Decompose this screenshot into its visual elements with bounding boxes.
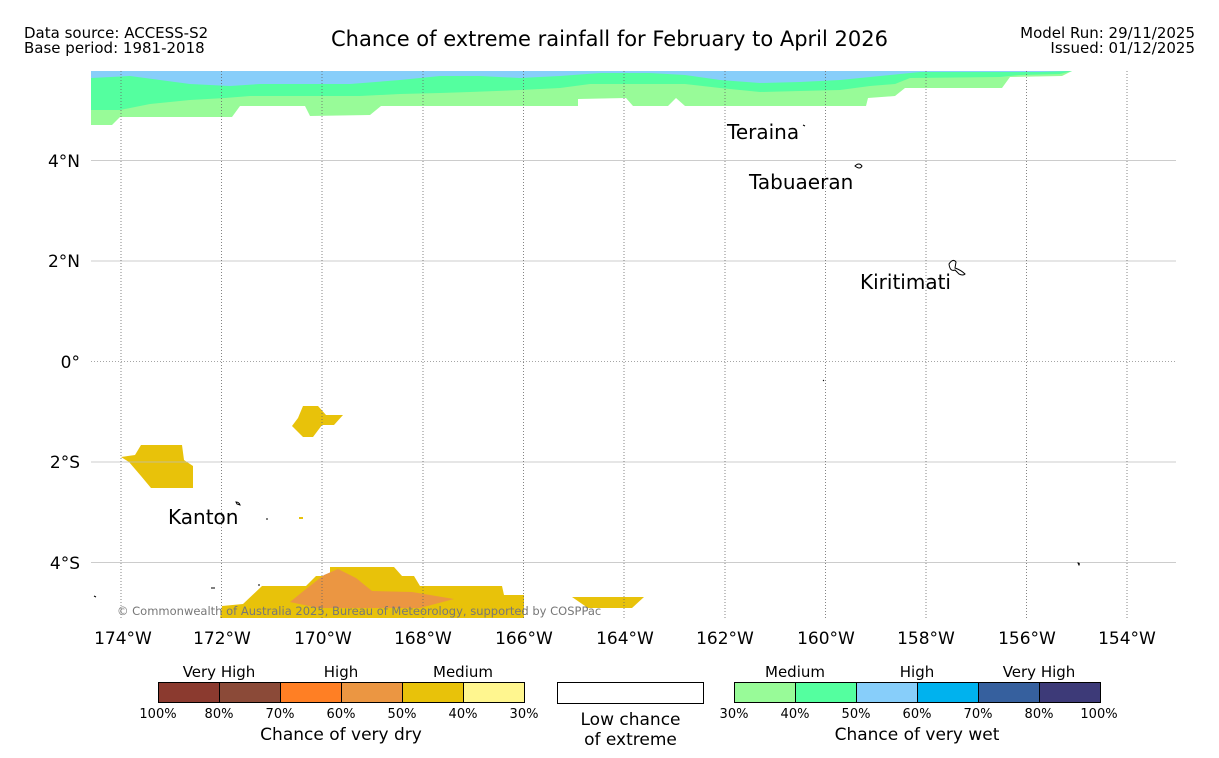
island-dot (1077, 562, 1080, 567)
wet-category-very-high: Very High (1002, 663, 1076, 681)
place-label-tabuaeran: Tabuaeran (748, 170, 853, 194)
dry-swatch (463, 682, 525, 703)
wet-tick: 70% (963, 707, 993, 722)
dry-medium-patch (292, 406, 343, 437)
wet-tick: 60% (902, 707, 932, 722)
dry-tick: 80% (204, 707, 234, 722)
page-title: Chance of extreme rainfall for February … (331, 27, 888, 51)
place-label-teraina: Teraina (726, 120, 799, 144)
place-label-kanton: Kanton (168, 505, 238, 529)
lon-gridlines (120, 71, 1128, 618)
dry-tick: 50% (387, 707, 417, 722)
dry-medium-patch (299, 517, 303, 519)
lat-label: 2°N (48, 252, 80, 272)
lon-label: 156°W (998, 629, 1056, 649)
map-area (91, 71, 1072, 618)
lon-label: 154°W (1098, 629, 1156, 649)
tabuaeran-island (854, 163, 863, 169)
dry-tick: 100% (139, 707, 177, 722)
wet-swatch (1039, 682, 1101, 703)
base-period-label: Base period: 1981-2018 (24, 39, 205, 57)
lat-label: 2°S (50, 453, 80, 473)
lat-label: 0° (61, 353, 80, 373)
wet-caption: Chance of very wet (834, 725, 1000, 745)
wet-tick: 30% (719, 707, 749, 722)
dry-swatch (158, 682, 220, 703)
island-outlines (93, 124, 1080, 598)
model-run-label: Model Run: 29/11/2025 (1020, 24, 1195, 42)
lon-label: 166°W (495, 629, 553, 649)
place-label-kiritimati: Kiritimati (860, 270, 951, 294)
wet-category-high: High (899, 663, 935, 681)
wet-swatch (978, 682, 1040, 703)
issued-label: Issued: 01/12/2025 (1050, 39, 1195, 57)
lon-label: 164°W (596, 629, 654, 649)
wet-category-medium: Medium (765, 663, 825, 681)
lon-label: 174°W (94, 629, 152, 649)
low-chance-line1: Low chance (580, 710, 681, 730)
kiritimati-island (948, 259, 966, 276)
dry-tick: 30% (509, 707, 539, 722)
dry-swatch (402, 682, 464, 703)
lat-label: 4°N (48, 152, 80, 172)
low-chance-swatch (557, 682, 704, 704)
low-chance-line2: of extreme (584, 730, 677, 750)
island-dot (93, 595, 97, 598)
wet-swatch (795, 682, 857, 703)
lon-label: 158°W (897, 629, 955, 649)
dry-medium-patch (121, 445, 193, 488)
dry-swatch (219, 682, 281, 703)
dry-tick: 40% (448, 707, 478, 722)
wet-swatch (917, 682, 979, 703)
island-dot (822, 379, 825, 382)
wet-swatch (734, 682, 796, 703)
lon-label: 160°W (797, 629, 855, 649)
wet-swatch (856, 682, 918, 703)
dry-swatch (280, 682, 342, 703)
lon-label: 172°W (193, 629, 251, 649)
lon-label: 162°W (696, 629, 754, 649)
island-dot (802, 124, 806, 127)
kanton-island (235, 501, 241, 506)
copyright-notice: © Commonwealth of Australia 2025, Bureau… (117, 604, 601, 618)
dry-tick: 60% (326, 707, 356, 722)
wet-tick: 40% (780, 707, 810, 722)
wet-tick: 80% (1024, 707, 1054, 722)
dry-category-medium: Medium (433, 663, 493, 681)
lat-gridlines (91, 160, 1176, 563)
dry-60-70-patch (290, 569, 454, 608)
dry-swatch (341, 682, 403, 703)
dry-medium-patch (572, 597, 644, 608)
dry-caption: Chance of very dry (260, 725, 422, 745)
wet-50-60-region (91, 71, 1072, 86)
wet-tick: 100% (1080, 707, 1118, 722)
lon-label: 168°W (394, 629, 452, 649)
low-chance-label: Low chance of extreme (557, 710, 704, 750)
lon-label: 170°W (294, 629, 352, 649)
dry-tick: 70% (265, 707, 295, 722)
lat-label: 4°S (50, 554, 80, 574)
data-source-label: Data source: ACCESS-S2 (24, 24, 209, 42)
wet-tick: 50% (841, 707, 871, 722)
dry-category-high: High (323, 663, 359, 681)
dry-category-very-high: Very High (182, 663, 256, 681)
